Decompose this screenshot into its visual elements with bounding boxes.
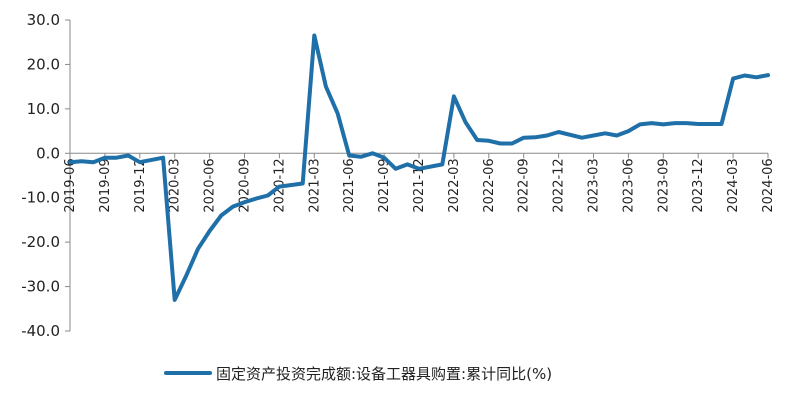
y-tick-label: 20.0 bbox=[27, 55, 60, 73]
y-tick-label: 10.0 bbox=[27, 100, 60, 118]
y-tick-label: -10.0 bbox=[21, 189, 60, 207]
x-tick-label: 2021-06 bbox=[342, 158, 357, 212]
legend-label: 固定资产投资完成额:设备工器具购置:累计同比(%) bbox=[216, 365, 552, 383]
x-tick-label: 2019-12 bbox=[133, 158, 148, 212]
x-tick-label: 2023-03 bbox=[587, 158, 602, 212]
x-tick-label: 2024-06 bbox=[761, 158, 776, 212]
x-tick-label: 2023-12 bbox=[691, 158, 706, 212]
x-tick-label: 2023-09 bbox=[656, 158, 671, 212]
x-tick-label: 2021-03 bbox=[307, 158, 322, 212]
x-tick-label: 2022-06 bbox=[482, 158, 497, 212]
y-tick-label: -20.0 bbox=[21, 233, 60, 251]
x-tick-label: 2022-09 bbox=[517, 158, 532, 212]
x-axis: 2019-06 2019-09 2019-12 2020-03 2020-06 2020-… bbox=[63, 153, 776, 212]
x-tick-label: 2019-06 bbox=[63, 158, 78, 212]
x-tick-label: 2019-09 bbox=[98, 158, 113, 212]
x-tick-label: 2020-06 bbox=[203, 158, 218, 212]
y-tick-label: 30.0 bbox=[27, 11, 60, 29]
y-tick-label: -40.0 bbox=[21, 322, 60, 340]
x-tick-label: 2022-03 bbox=[447, 158, 462, 212]
x-tick-label: 2022-12 bbox=[552, 158, 567, 212]
x-tick-label: 2024-03 bbox=[726, 158, 741, 212]
x-tick-label: 2023-06 bbox=[621, 158, 636, 212]
y-tick-label: -30.0 bbox=[21, 278, 60, 296]
y-tick-label: 0.0 bbox=[36, 144, 60, 162]
x-tick-label: 2020-03 bbox=[168, 158, 183, 212]
x-tick-label: 2021-09 bbox=[377, 158, 392, 212]
legend: 固定资产投资完成额:设备工器具购置:累计同比(%) bbox=[166, 365, 552, 383]
